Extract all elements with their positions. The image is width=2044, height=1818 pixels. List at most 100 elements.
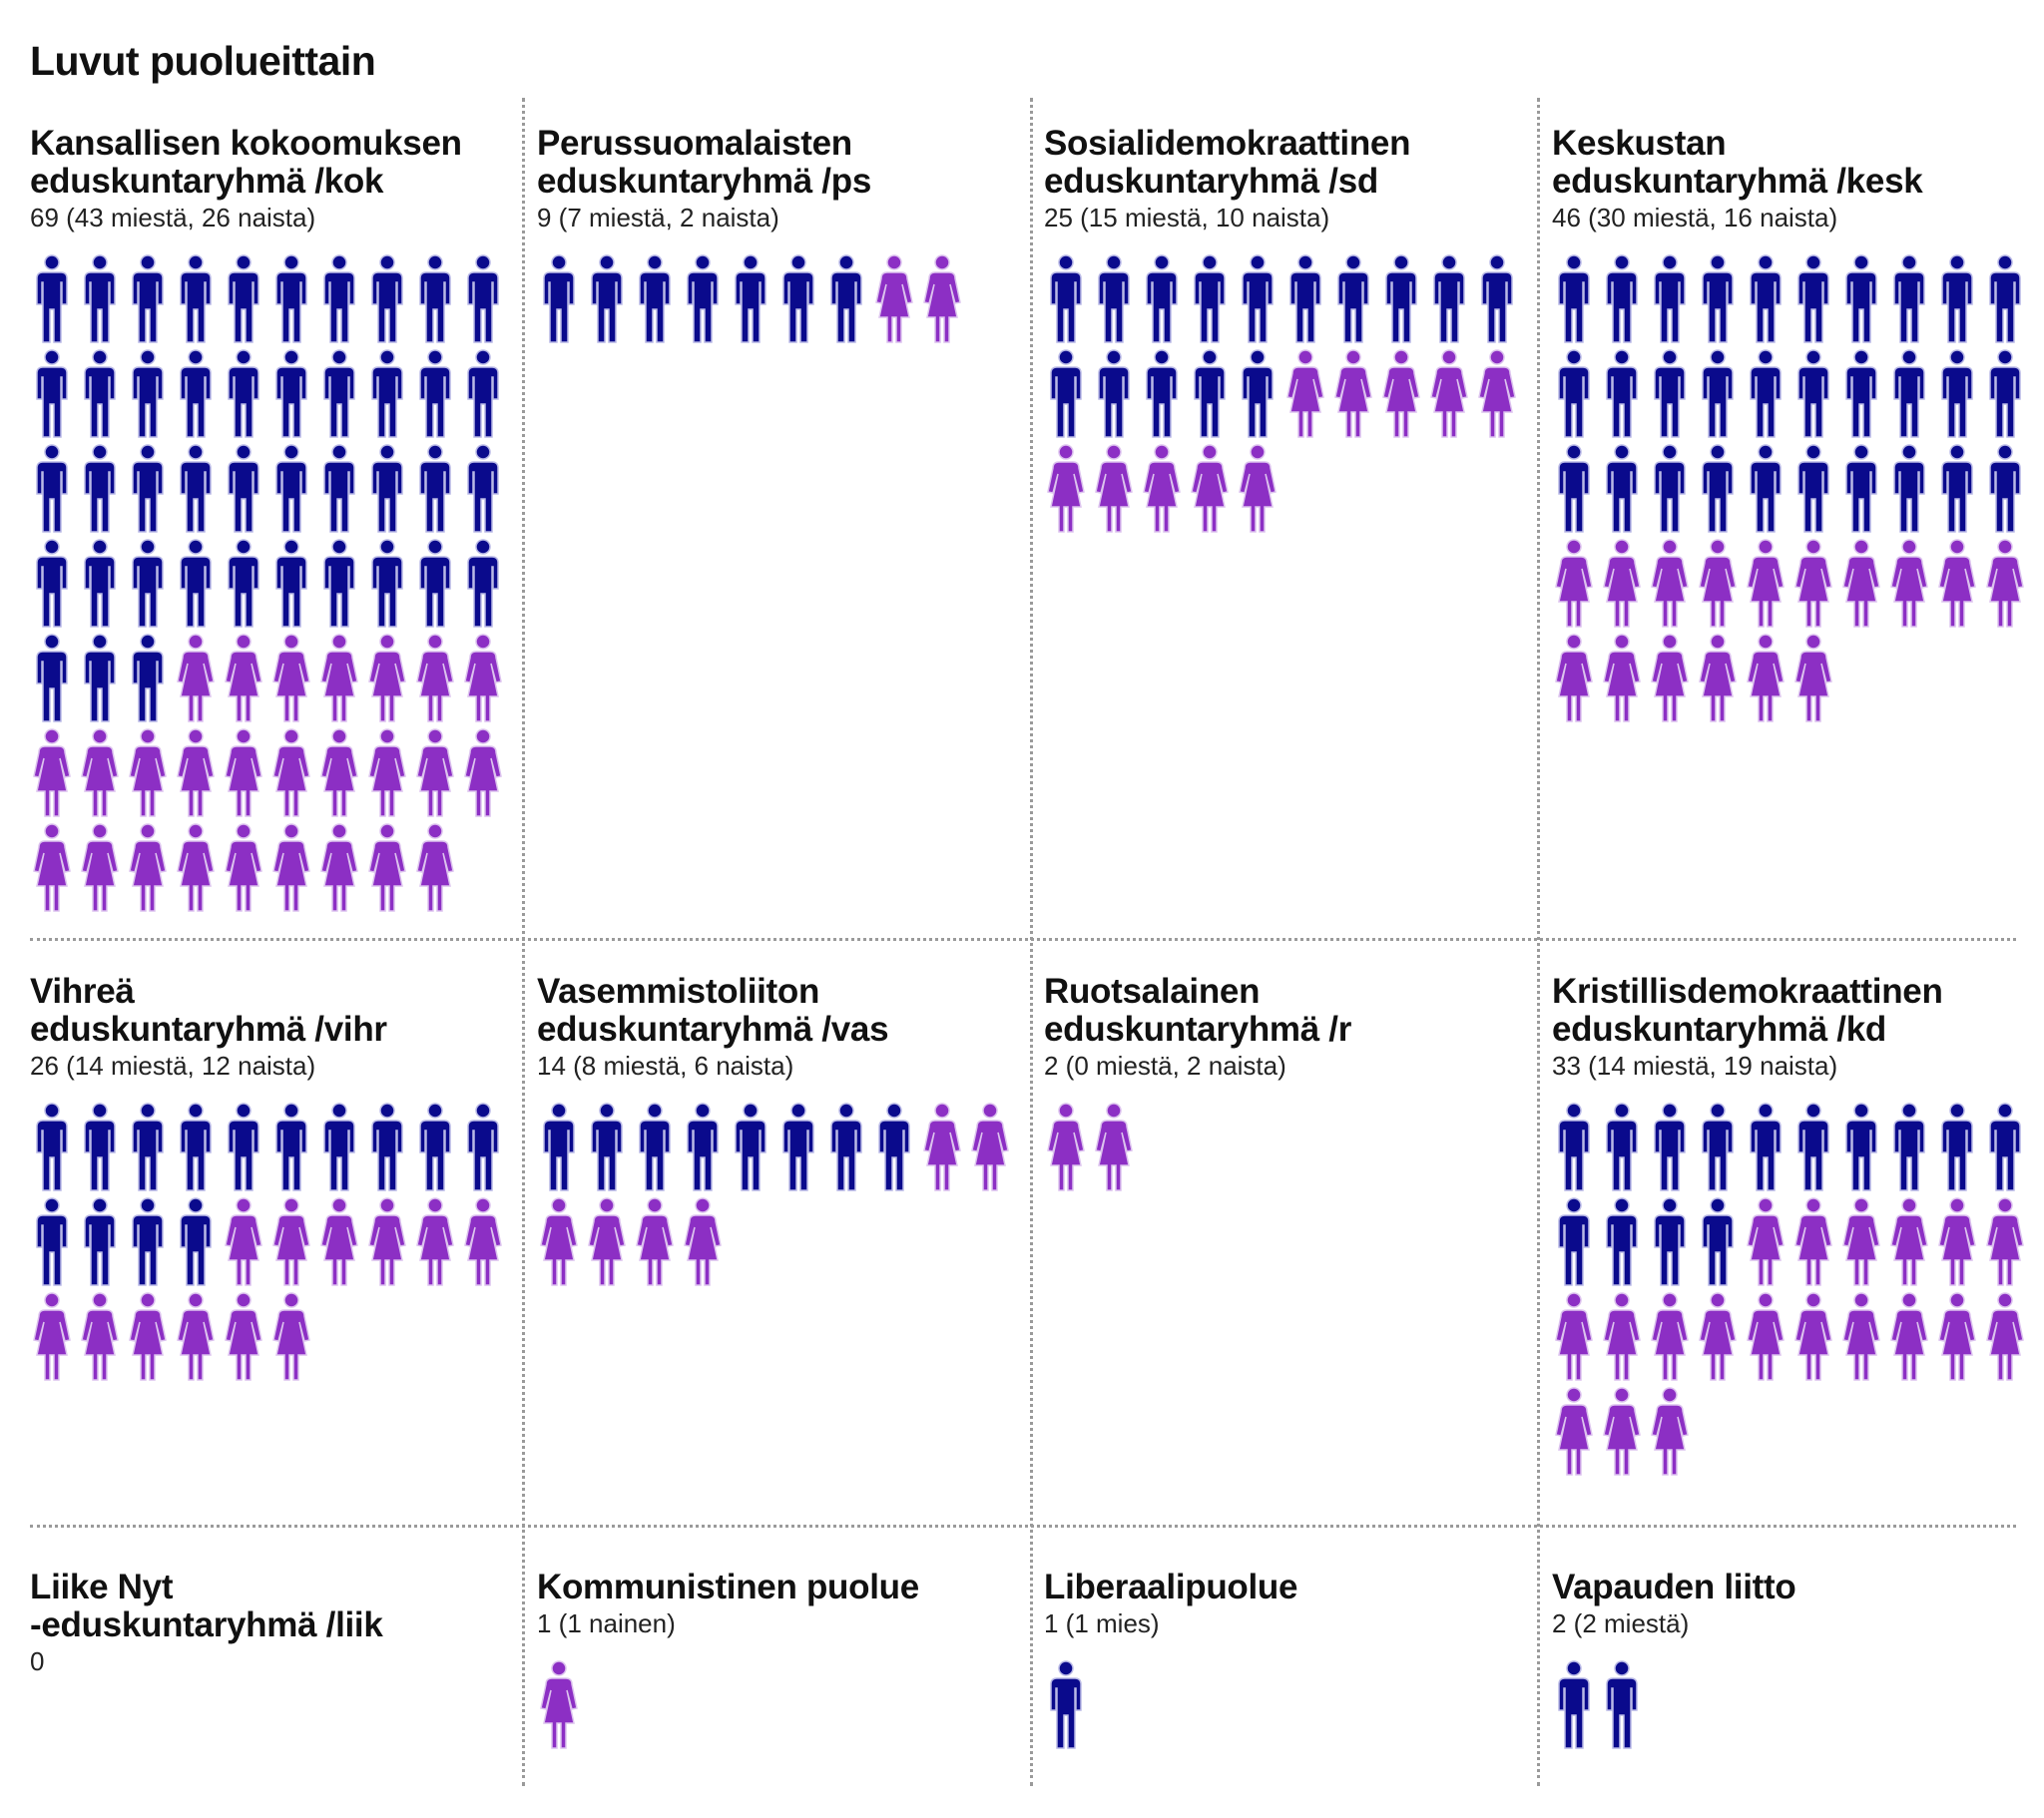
party-name: Vasemmistoliiton eduskuntaryhmä /vas [537, 972, 889, 1049]
man-icon [633, 254, 677, 344]
man-icon [1648, 444, 1692, 534]
woman-icon [1600, 634, 1644, 723]
woman-icon [1475, 349, 1519, 439]
man-icon [1140, 349, 1184, 439]
woman-icon [413, 728, 457, 818]
woman-icon [365, 634, 409, 723]
woman-icon [174, 1292, 218, 1382]
man-icon [1092, 349, 1136, 439]
man-icon [365, 444, 409, 534]
woman-icon [269, 728, 313, 818]
woman-icon [1696, 1292, 1740, 1382]
man-icon [30, 349, 74, 439]
man-icon [1744, 254, 1788, 344]
woman-icon [1696, 539, 1740, 629]
man-icon [1839, 444, 1883, 534]
man-icon [126, 634, 170, 723]
man-icon [1887, 254, 1931, 344]
pictogram-grid [537, 1660, 1016, 1750]
man-icon [1140, 254, 1184, 344]
man-icon [824, 1103, 868, 1192]
man-icon [174, 254, 218, 344]
man-icon [78, 634, 122, 723]
man-icon [1839, 1103, 1883, 1192]
man-icon [413, 1103, 457, 1192]
man-icon [413, 444, 457, 534]
woman-icon [1552, 539, 1596, 629]
man-icon [1887, 349, 1931, 439]
party-panel: Perussuomalaisten eduskuntaryhmä /ps 9 (7… [537, 125, 1016, 344]
woman-icon [1791, 1197, 1835, 1287]
party-count: 26 (14 miestä, 12 naista) [30, 1051, 316, 1081]
man-icon [681, 1103, 725, 1192]
man-icon [30, 539, 74, 629]
pictogram-grid [537, 254, 1016, 344]
man-icon [1600, 349, 1644, 439]
man-icon [1791, 349, 1835, 439]
woman-icon [1744, 634, 1788, 723]
man-icon [30, 254, 74, 344]
man-icon [365, 539, 409, 629]
woman-icon [269, 823, 313, 913]
woman-icon [461, 634, 505, 723]
man-icon [1331, 254, 1375, 344]
man-icon [1236, 349, 1279, 439]
man-icon [1935, 444, 1979, 534]
woman-icon [1552, 1387, 1596, 1477]
man-icon [1696, 349, 1740, 439]
man-icon [1379, 254, 1423, 344]
pictogram-grid [1552, 1103, 2031, 1477]
woman-icon [1283, 349, 1327, 439]
man-icon [1887, 444, 1931, 534]
page-title: Luvut puolueittain [30, 38, 376, 84]
man-icon [1552, 254, 1596, 344]
party-name: Kansallisen kokoomuksen eduskuntaryhmä /… [30, 124, 462, 201]
woman-icon [920, 1103, 964, 1192]
woman-icon [1044, 444, 1088, 534]
woman-icon [1887, 539, 1931, 629]
woman-icon [1696, 634, 1740, 723]
man-icon [413, 254, 457, 344]
woman-icon [174, 634, 218, 723]
woman-icon [78, 728, 122, 818]
man-icon [461, 444, 505, 534]
party-count: 2 (2 miestä) [1552, 1608, 1690, 1638]
man-icon [1744, 1103, 1788, 1192]
man-icon [126, 1103, 170, 1192]
woman-icon [1092, 1103, 1136, 1192]
man-icon [174, 1103, 218, 1192]
man-icon [174, 1197, 218, 1287]
woman-icon [269, 1292, 313, 1382]
man-icon [1983, 254, 2027, 344]
woman-icon [1791, 634, 1835, 723]
man-icon [365, 349, 409, 439]
party-panel: Kristillisdemokraattinen eduskuntaryhmä … [1552, 973, 2031, 1477]
woman-icon [633, 1197, 677, 1287]
woman-icon [1140, 444, 1184, 534]
man-icon [269, 1103, 313, 1192]
party-panel: Vapauden liitto 2 (2 miestä) [1552, 1569, 2031, 1750]
man-icon [1552, 1197, 1596, 1287]
man-icon [1283, 254, 1327, 344]
party-panel: Sosialidemokraattinen eduskuntaryhmä /sd… [1044, 125, 1523, 534]
party-name: Sosialidemokraattinen eduskuntaryhmä /sd [1044, 124, 1411, 201]
woman-icon [413, 823, 457, 913]
man-icon [222, 1103, 265, 1192]
man-icon [78, 539, 122, 629]
man-icon [1044, 254, 1088, 344]
man-icon [1791, 1103, 1835, 1192]
woman-icon [461, 728, 505, 818]
woman-icon [1648, 1292, 1692, 1382]
party-count: 46 (30 miestä, 16 naista) [1552, 203, 1838, 232]
man-icon [1839, 254, 1883, 344]
woman-icon [365, 728, 409, 818]
woman-icon [317, 634, 361, 723]
party-panel: Liike Nyt -eduskuntaryhmä /liik 0 [30, 1569, 509, 1698]
man-icon [872, 1103, 916, 1192]
woman-icon [365, 823, 409, 913]
woman-icon [1744, 1292, 1788, 1382]
party-panel: Kommunistinen puolue 1 (1 nainen) [537, 1569, 1016, 1750]
man-icon [1839, 349, 1883, 439]
pictogram-grid [1552, 254, 2031, 723]
